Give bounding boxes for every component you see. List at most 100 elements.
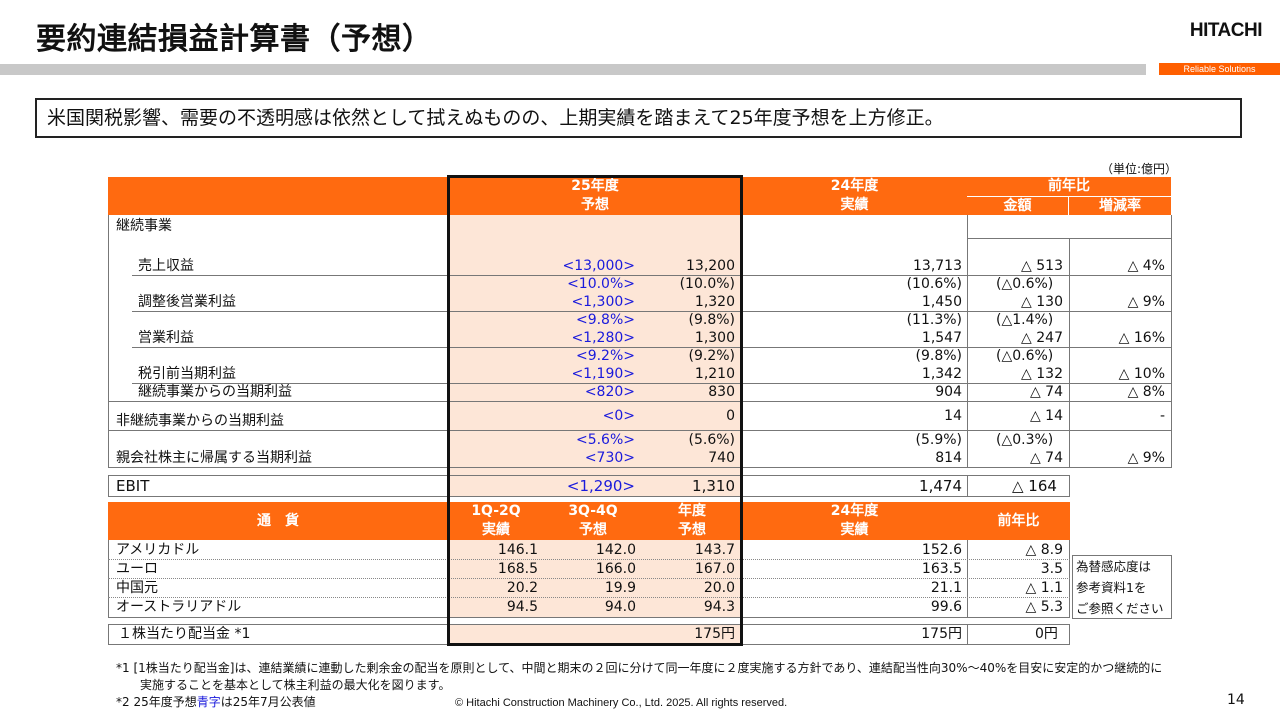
pl-header-label (108, 177, 448, 215)
h1-value: 168.5 (497, 561, 538, 577)
h1-value: 20.2 (506, 580, 538, 596)
rate-value: △ 4% (1127, 258, 1165, 274)
pl-fy24-divider (967, 215, 968, 468)
prev-value: 1,450 (921, 294, 962, 310)
forecast-value: 1,320 (694, 294, 735, 310)
forecast-value: 1,300 (694, 330, 735, 346)
prev-pct: (5.9%) (915, 432, 963, 448)
prev-value: 814 (935, 450, 962, 466)
prev-value: 904 (935, 384, 962, 400)
page-title: 要約連結損益計算書（予想） (36, 22, 433, 57)
pl-left-border (108, 215, 109, 468)
diff-value: △ 74 (1029, 450, 1063, 466)
rate-value: - (1159, 408, 1165, 424)
fy-kind: 予想 (678, 522, 706, 538)
h2-value: 19.9 (604, 580, 636, 596)
pl-header-fy24: 24年度 実績 (742, 177, 967, 215)
ebit-top-line (108, 475, 1070, 476)
footnote-2-blue: 青字 (196, 695, 221, 709)
header-divider-bar (0, 64, 1146, 75)
fx-highlight-band (449, 540, 741, 618)
div-top-line (108, 624, 1070, 625)
fx-header-fy24: 24年度 実績 (742, 502, 967, 540)
dividend-diff: 0円 (1035, 626, 1058, 642)
orig-pct: <9.8%> (575, 312, 635, 328)
fx-sensitivity-note: 為替感応度は 参考資料1を ご参照ください (1072, 555, 1172, 619)
fx-header-h1: 1Q-2Q 実績 (448, 502, 544, 540)
pl-header-fy25: 25年度 予想 (448, 177, 742, 215)
currency-label: アメリカドル (116, 542, 200, 558)
fy-value: 20.0 (703, 580, 735, 596)
ebit-forecast: 1,310 (692, 477, 735, 495)
fy-value: 143.7 (694, 542, 735, 558)
ebit-bottom-line (108, 496, 1070, 497)
div-divider (967, 624, 968, 644)
div-highlight-band (449, 624, 741, 644)
prev-value: 163.5 (921, 561, 962, 577)
diff-pct: (△0.3%) (996, 432, 1054, 448)
fx-fy24-year: 24年度 (830, 503, 879, 519)
fx-header-currency: 通 貨 (108, 502, 448, 540)
forecast-value: 1,210 (694, 366, 735, 382)
forecast-value: 830 (708, 384, 735, 400)
h2-value: 94.0 (604, 599, 636, 615)
fx-row-line (108, 541, 1070, 560)
div-left-border (108, 624, 109, 644)
ebit-diff: △ 164 (1012, 477, 1057, 495)
dividend-prev: 175円 (921, 626, 962, 642)
ebit-divider-1 (967, 475, 968, 496)
diff-value: △ 132 (1021, 366, 1063, 382)
row-label: 調整後営業利益 (138, 294, 236, 310)
diff-pct: (△0.6%) (996, 276, 1054, 292)
prev-pct: (10.6%) (906, 276, 962, 292)
pl-section-line (967, 238, 1171, 239)
pl-header-amount: 金額 (967, 196, 1069, 215)
diff-value: 3.5 (1040, 561, 1063, 577)
dividend-forecast: 175円 (694, 626, 735, 642)
fy-value: 94.3 (703, 599, 735, 615)
fx-header-h2: 3Q-4Q 予想 (544, 502, 642, 540)
note-line: ご参照ください (1076, 601, 1164, 616)
pl-header-yoy: 前年比 (967, 177, 1171, 196)
fx-header-yoy: 前年比 (967, 502, 1070, 540)
forecast-value: 0 (726, 408, 735, 424)
hitachi-logo: HITACHI (1189, 20, 1263, 41)
forecast-pct: (5.6%) (688, 432, 736, 448)
ebit-right-border (1069, 475, 1070, 496)
h2-period: 3Q-4Q (568, 503, 618, 519)
currency-label: ユーロ (116, 561, 158, 577)
forecast-value: 13,200 (686, 258, 735, 274)
footnote-2: *2 25年度予想青字は25年7月公表値 (116, 693, 316, 710)
slogan-badge: Reliable Solutions (1159, 63, 1280, 75)
diff-pct: (△1.4%) (996, 312, 1054, 328)
orig-value: <1,300> (571, 294, 635, 310)
currency-label: オーストラリアドル (116, 599, 242, 615)
ebit-label: EBIT (116, 477, 150, 495)
rate-value: △ 10% (1118, 366, 1165, 382)
prev-pct: (9.8%) (915, 348, 963, 364)
pl-yoy-divider (1069, 238, 1070, 468)
footnote-1-line-1: *1 [1株当たり配当金]は、連結業績に連動した剰余金の配当を原則として、中間と… (116, 661, 1163, 675)
note-line: 為替感応度は (1076, 559, 1152, 574)
pl-right-border (1171, 215, 1172, 468)
forecast-pct: (10.0%) (679, 276, 735, 292)
orig-value: <1,280> (571, 330, 635, 346)
note-line: 参考資料1を (1076, 580, 1147, 595)
pl-line-5 (108, 401, 1171, 402)
prev-value: 1,342 (921, 366, 962, 382)
diff-value: △ 5.3 (1025, 599, 1063, 615)
orig-value: <1,190> (571, 366, 635, 382)
prev-value: 152.6 (921, 542, 962, 558)
currency-label: 中国元 (116, 580, 158, 596)
prev-value: 99.6 (930, 599, 962, 615)
h1-kind: 実績 (482, 522, 510, 538)
orig-pct: <9.2%> (575, 348, 635, 364)
orig-value: <730> (584, 450, 635, 466)
h2-value: 142.0 (595, 542, 636, 558)
unit-label: （単位:億円） (1101, 162, 1178, 176)
copyright: © Hitachi Construction Machinery Co., Lt… (455, 697, 788, 709)
pl-line-4 (132, 383, 1171, 384)
prev-pct: (11.3%) (906, 312, 962, 328)
pl-line-6 (108, 430, 1171, 431)
pl-line-3 (132, 347, 1171, 348)
